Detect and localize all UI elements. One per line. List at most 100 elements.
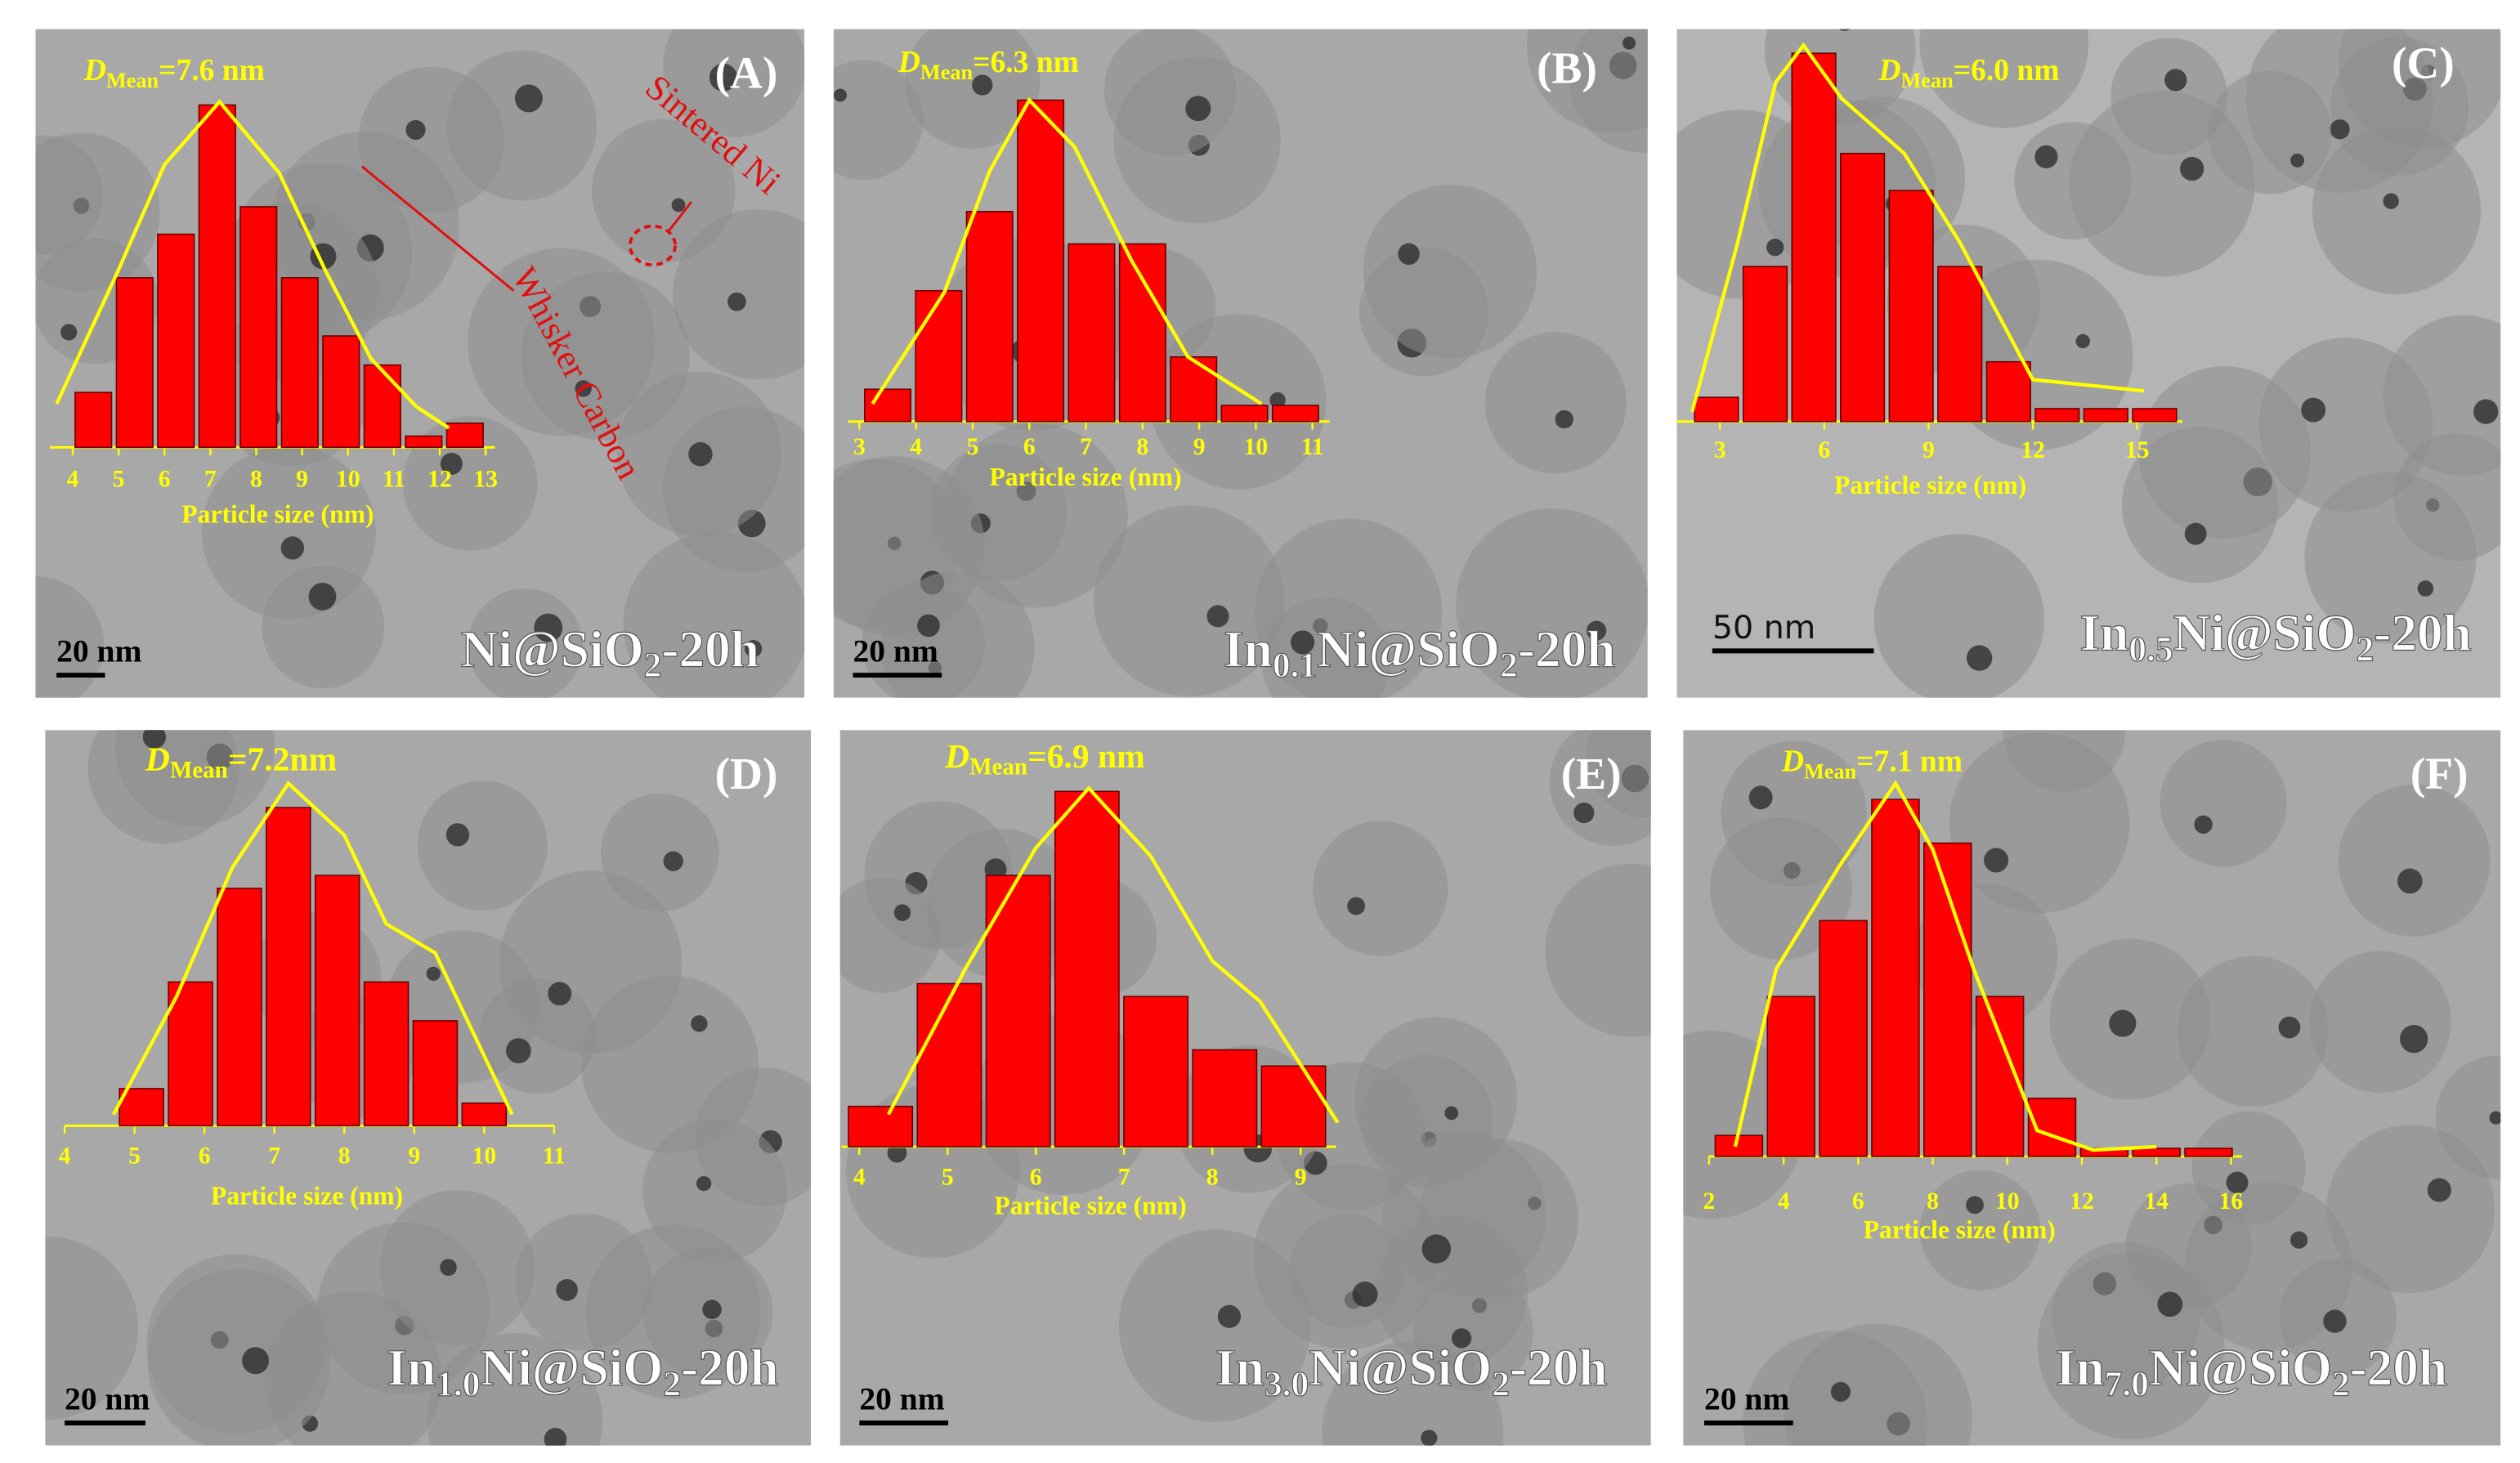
ni-core <box>727 292 746 311</box>
sample-part: 7.0 <box>2105 1364 2149 1403</box>
particle-shell <box>87 730 240 844</box>
ni-core <box>5 650 26 671</box>
sample-part: 2 <box>663 1364 681 1403</box>
bar <box>1271 405 1319 423</box>
x-tick-label: 11 <box>543 1143 566 1170</box>
x-tick-label: 10 <box>472 1143 497 1170</box>
mean-symbol: D <box>1878 54 1900 87</box>
ni-core <box>1352 1282 1378 1308</box>
ni-core <box>2164 69 2187 92</box>
x-tick-label: 4 <box>853 1164 866 1190</box>
x-tick-label: 3 <box>853 434 866 460</box>
ni-core <box>671 198 686 213</box>
sample-part: Ni@SiO <box>480 1339 663 1396</box>
panel: 3 4 5 6 7 8 9 10 11 Particle size (nm) (B) DMean=6.… <box>833 29 1648 698</box>
particle-shell <box>1261 597 1391 698</box>
bar <box>1766 995 1815 1157</box>
particle-shell <box>2178 955 2329 1107</box>
bar <box>848 1105 914 1148</box>
ni-core <box>1966 645 1993 671</box>
panel-label: (A) <box>715 48 778 98</box>
bar <box>1888 190 1934 423</box>
mean-label: DMean=7.1 nm <box>1781 745 1963 783</box>
bar <box>2132 1148 2181 1157</box>
bar <box>2083 408 2128 423</box>
particle-shell <box>904 29 1041 150</box>
panel-label: (D) <box>715 749 778 799</box>
particle-shell <box>839 877 941 993</box>
mean-subscript: Mean <box>969 754 1027 780</box>
particle-shell <box>2304 472 2477 644</box>
bar <box>2184 1148 2233 1157</box>
mean-symbol: D <box>83 54 106 87</box>
scale-bar-label: 50 nm <box>1712 609 1815 646</box>
x-axis-label: Particle size (nm) <box>994 1191 1186 1219</box>
panel: 4 5 6 7 8 9 10 11 Particle size (nm) (D) DMean=7.2… <box>0 730 812 1446</box>
panel-label: (E) <box>1561 749 1622 799</box>
bar <box>2034 408 2080 423</box>
ni-core <box>548 982 572 1006</box>
mean-value: =7.1 nm <box>1856 745 1963 778</box>
mean-value: =6.9 nm <box>1027 736 1145 774</box>
ni-core <box>1748 785 1773 810</box>
ni-core <box>2427 1178 2451 1202</box>
sample-part: Ni@SiO <box>1317 620 1500 678</box>
particle-shell <box>2014 122 2133 239</box>
ni-core <box>405 119 426 141</box>
particle-shell <box>2208 70 2332 195</box>
particle-shell <box>1569 29 1648 153</box>
particle-shell <box>1412 1271 1533 1392</box>
bar <box>1017 99 1065 423</box>
ni-core <box>833 88 847 102</box>
ni-core <box>544 1428 567 1446</box>
ni-core <box>426 966 441 982</box>
ni-core <box>663 851 683 871</box>
ni-core <box>2397 868 2423 894</box>
sample-part: In <box>1215 1339 1264 1396</box>
particle-shell <box>2383 315 2501 476</box>
ni-core <box>2184 522 2207 545</box>
ni-core <box>0 1344 14 1362</box>
x-tick-label: 12 <box>2070 1188 2094 1215</box>
particle-shell <box>2110 38 2228 155</box>
ni-core <box>1206 605 1229 628</box>
x-tick-label: 6 <box>1030 1164 1042 1190</box>
ni-core <box>2301 397 2326 423</box>
bar <box>1118 243 1166 423</box>
x-tick-label: 4 <box>59 1143 71 1170</box>
bar <box>1819 919 1868 1157</box>
ni-core <box>2383 193 2399 209</box>
ni-core <box>691 1015 708 1032</box>
mean-value: =7.2nm <box>228 740 337 777</box>
panel: 4 5 6 7 8 9 Particle size (nm) (E) DMean=6.9 nm I… <box>839 730 1651 1446</box>
ni-core <box>688 441 713 467</box>
x-tick-label: 9 <box>1922 437 1935 463</box>
particle-shell <box>45 1236 138 1420</box>
ni-core <box>1653 1156 1676 1179</box>
ni-core <box>2075 333 2090 349</box>
ni-core <box>1838 29 1851 31</box>
bar <box>965 211 1014 423</box>
sample-part: In <box>1224 620 1273 678</box>
ni-core <box>2109 1009 2137 1037</box>
x-tick-label: 13 <box>473 467 498 493</box>
sample-part: 3.0 <box>1264 1364 1309 1403</box>
x-tick-label: 10 <box>336 467 360 493</box>
particle-shell <box>427 1333 603 1446</box>
particle-shell <box>673 209 805 380</box>
particle-shell <box>880 570 1035 698</box>
x-tick-label: 6 <box>1818 437 1830 463</box>
bar <box>1871 799 1920 1157</box>
bar <box>280 277 319 449</box>
ni-core <box>1421 1429 1438 1446</box>
sintered-ni-marker <box>628 224 678 267</box>
x-tick-label: 9 <box>408 1143 420 1170</box>
x-axis-label: Particle size (nm) <box>1834 471 2026 499</box>
ni-core <box>2323 1309 2347 1333</box>
bar <box>864 388 912 423</box>
x-tick-label: 8 <box>250 467 262 493</box>
scale-bar-label: 20 nm <box>56 633 141 669</box>
ni-core <box>745 640 763 658</box>
x-tick-label: 9 <box>296 467 308 493</box>
mean-subscript: Mean <box>1901 69 1954 92</box>
